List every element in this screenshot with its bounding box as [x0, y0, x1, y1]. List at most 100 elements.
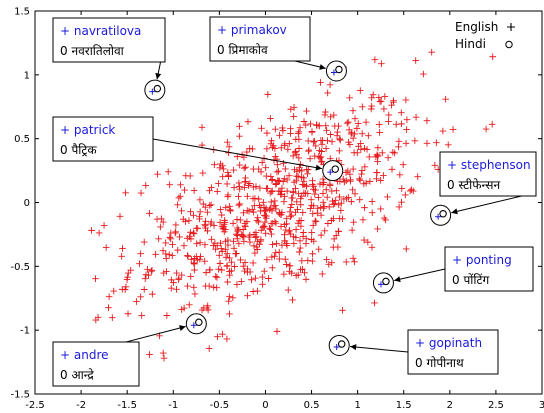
english-point [309, 177, 316, 185]
english-point [275, 187, 283, 195]
english-point [298, 167, 306, 175]
english-point [330, 111, 338, 119]
english-point [295, 154, 303, 162]
english-point [295, 128, 303, 136]
english-point [291, 166, 298, 173]
hindi-point [439, 210, 447, 218]
english-point [276, 209, 283, 216]
english-point [214, 333, 221, 341]
english-point [317, 231, 325, 239]
english-point [176, 233, 183, 241]
legend-marker-plus [507, 23, 515, 31]
english-point [395, 203, 403, 211]
english-point [315, 245, 323, 253]
callout-english-label: + gopinath [415, 336, 482, 350]
english-point-highlighted [190, 322, 197, 329]
legend: English Hindi [455, 20, 515, 51]
english-point [212, 245, 219, 253]
english-point [177, 181, 184, 189]
english-point [303, 107, 310, 115]
english-point [257, 226, 265, 234]
english-point [302, 240, 310, 247]
english-point [167, 284, 175, 292]
english-point [323, 256, 330, 263]
english-point [482, 125, 490, 133]
english-point [144, 266, 151, 273]
english-point [375, 121, 383, 128]
english-point [309, 257, 316, 265]
english-point [110, 287, 118, 295]
english-point [290, 113, 297, 120]
english-point [123, 276, 131, 283]
english-point [297, 201, 304, 209]
english-point [194, 225, 201, 232]
english-point [253, 217, 261, 224]
english-point [148, 267, 156, 274]
english-point [295, 217, 303, 225]
callout-arrow-head [179, 325, 186, 331]
callout-hindi-label: 0 स्टीफेन्सन [447, 178, 501, 192]
english-point [288, 201, 296, 208]
y-tick-label: 1.5 [14, 7, 30, 18]
english-point [309, 222, 317, 229]
english-point [175, 274, 183, 282]
english-point [278, 241, 286, 249]
english-point [276, 255, 283, 263]
x-tick-label: 0 [262, 400, 268, 411]
english-point [124, 310, 132, 318]
english-point [312, 142, 320, 150]
english-point-highlighted [435, 213, 442, 220]
english-point [268, 137, 275, 145]
english-point [277, 191, 285, 198]
english-point [402, 140, 410, 147]
english-point [159, 218, 167, 226]
english-point [336, 193, 343, 201]
english-point [244, 118, 252, 126]
english-point [326, 182, 334, 189]
english-point [225, 171, 232, 179]
english-point [337, 136, 344, 144]
english-point [202, 218, 209, 225]
english-point [173, 286, 180, 293]
callout-english-label: + primakov [217, 23, 287, 37]
english-point [311, 137, 318, 145]
english-point [187, 235, 195, 243]
english-point [328, 187, 336, 195]
english-point [217, 206, 224, 213]
english-point [236, 185, 244, 193]
english-point [289, 152, 297, 160]
english-point [268, 177, 276, 184]
english-point [236, 161, 243, 169]
english-point [336, 147, 343, 155]
english-point [318, 148, 325, 155]
english-point [181, 186, 188, 194]
english-point [268, 230, 275, 238]
x-tick-label: 1 [354, 400, 360, 411]
english-point [191, 290, 199, 298]
english-point [398, 198, 405, 206]
english-point [226, 293, 233, 301]
english-point [95, 229, 103, 237]
english-point [273, 328, 281, 335]
hindi-point [331, 165, 339, 173]
english-point [343, 195, 350, 203]
english-point [146, 210, 153, 217]
english-point [298, 173, 305, 181]
english-point [323, 127, 330, 134]
english-point [206, 202, 214, 209]
english-point [240, 238, 248, 245]
english-point [218, 223, 226, 230]
callout-andre: + andre 0 आन्द्रे [52, 313, 207, 387]
english-point [213, 188, 221, 195]
english-point [277, 223, 285, 230]
english-point [154, 170, 161, 178]
english-point [308, 128, 316, 136]
english-point [249, 145, 256, 153]
callout-patrick: + patrick 0 पैट्रिक [52, 116, 344, 182]
callout-ponting: + ponting 0 पोंटिंग [372, 246, 534, 294]
english-point [389, 148, 397, 156]
english-point [233, 281, 241, 288]
english-point [310, 202, 317, 210]
english-point [250, 208, 257, 216]
english-point [249, 259, 257, 267]
